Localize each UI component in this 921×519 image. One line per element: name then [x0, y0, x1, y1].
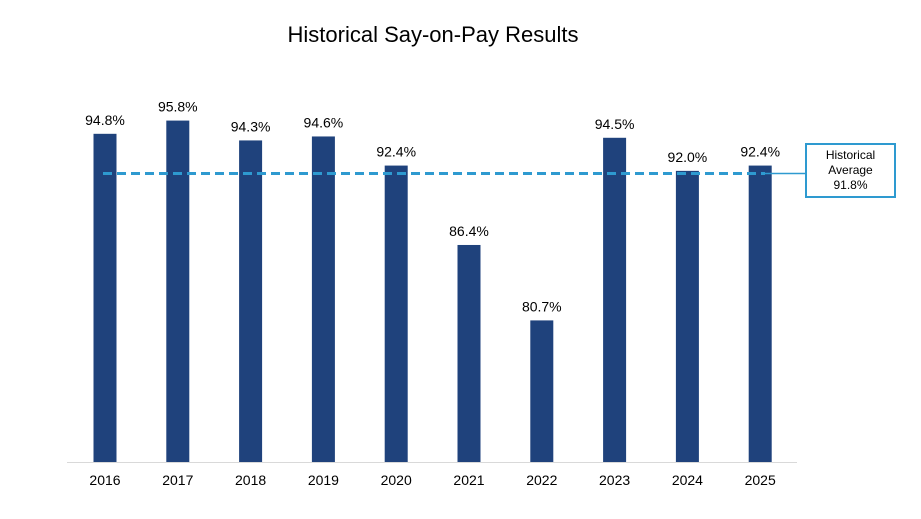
bar-2020 [384, 165, 408, 462]
bar-2016 [93, 133, 117, 462]
x-tick-label: 2021 [453, 472, 484, 488]
bar-value-label: 86.4% [449, 223, 489, 239]
x-tick-label: 2022 [526, 472, 557, 488]
callout-line-3: 91.8% [833, 178, 868, 192]
x-tick-label: 2019 [308, 472, 339, 488]
x-tick-label: 2025 [745, 472, 776, 488]
chart-title: Historical Say-on-Pay Results [287, 22, 579, 47]
bar-2023 [603, 137, 627, 463]
bar-value-label: 92.4% [376, 144, 416, 160]
x-tick-label: 2018 [235, 472, 266, 488]
bar-2018 [239, 140, 263, 462]
bar-2021 [457, 244, 481, 462]
x-tick-label: 2023 [599, 472, 630, 488]
bar-value-label: 95.8% [158, 99, 198, 115]
bar-2019 [311, 136, 335, 462]
bar-value-label: 94.3% [231, 118, 271, 134]
x-tick-label: 2024 [672, 472, 703, 488]
bar-value-label: 94.6% [304, 114, 344, 130]
bar-2017 [166, 120, 190, 462]
bar-value-label: 92.0% [668, 149, 708, 165]
bar-value-label: 94.5% [595, 116, 635, 132]
x-tick-label: 2017 [162, 472, 193, 488]
callout-line-1: Historical [825, 148, 876, 162]
bar-value-label: 80.7% [522, 298, 562, 314]
callout-line-2: Average [828, 163, 873, 177]
x-tick-label: 2016 [89, 472, 120, 488]
bar-2024 [675, 170, 699, 462]
bar-value-label: 92.4% [740, 144, 780, 160]
historical-average-callout: Historical Average 91.8% [805, 143, 896, 198]
bar-2025 [748, 165, 772, 462]
bar-2022 [530, 320, 554, 462]
bar-value-label: 94.8% [85, 112, 125, 128]
x-tick-label: 2020 [381, 472, 412, 488]
